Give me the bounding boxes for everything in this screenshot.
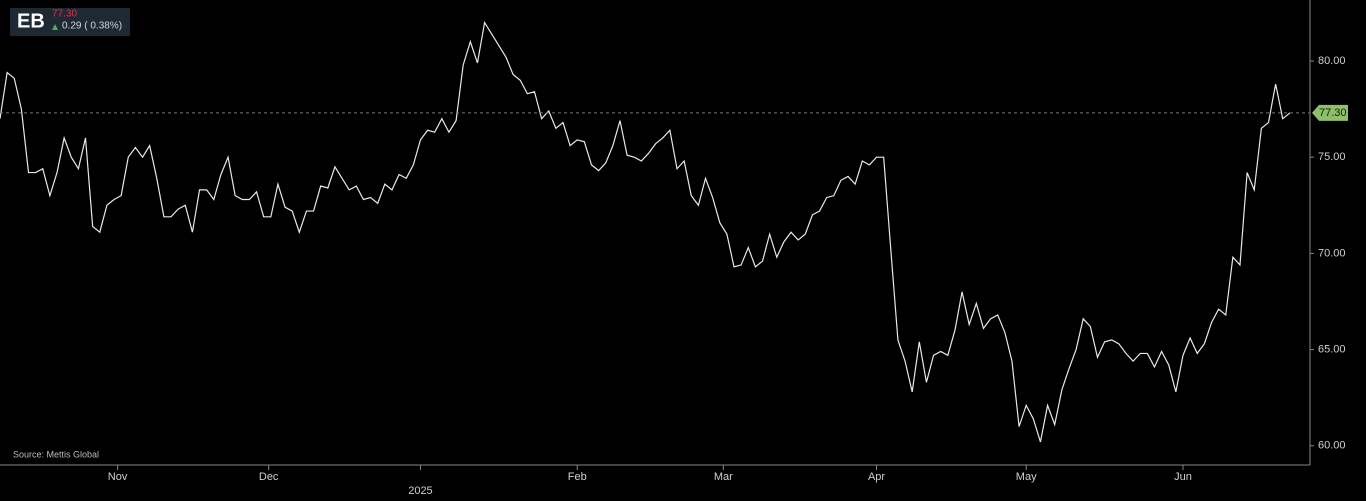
y-tick-label: 70.00 <box>1318 247 1346 259</box>
ticker-box <box>10 8 130 36</box>
y-tick-label: 80.00 <box>1318 55 1346 67</box>
change: 0.29 ( 0.38%) <box>62 21 122 32</box>
y-tick-label: 60.00 <box>1318 440 1346 452</box>
x-tick-label: Jun <box>1174 471 1192 483</box>
x-tick-label: Nov <box>108 471 128 483</box>
x-tick-label: Dec <box>259 471 279 483</box>
x-tick-label: Mar <box>714 471 733 483</box>
ticker: EB <box>17 10 45 32</box>
x-tick-label: 2025 <box>408 485 432 497</box>
x-tick-label: May <box>1016 471 1037 483</box>
x-tick-label: Feb <box>568 471 587 483</box>
x-tick-label: Apr <box>868 471 885 483</box>
last-price-tag <box>1312 104 1348 121</box>
source: Source: Mettis Global <box>13 449 99 459</box>
y-tick-label: 75.00 <box>1318 151 1346 163</box>
price: 77.30 <box>52 9 77 20</box>
last-price-label: 77.30 <box>1319 107 1347 119</box>
price-line <box>0 20 1291 443</box>
up-arrow <box>52 24 58 30</box>
y-tick-label: 65.00 <box>1318 343 1346 355</box>
